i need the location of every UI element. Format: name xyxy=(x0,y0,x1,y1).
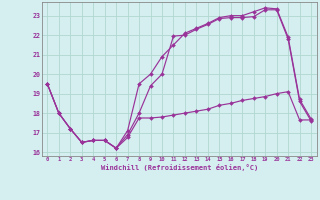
X-axis label: Windchill (Refroidissement éolien,°C): Windchill (Refroidissement éolien,°C) xyxy=(100,164,258,171)
